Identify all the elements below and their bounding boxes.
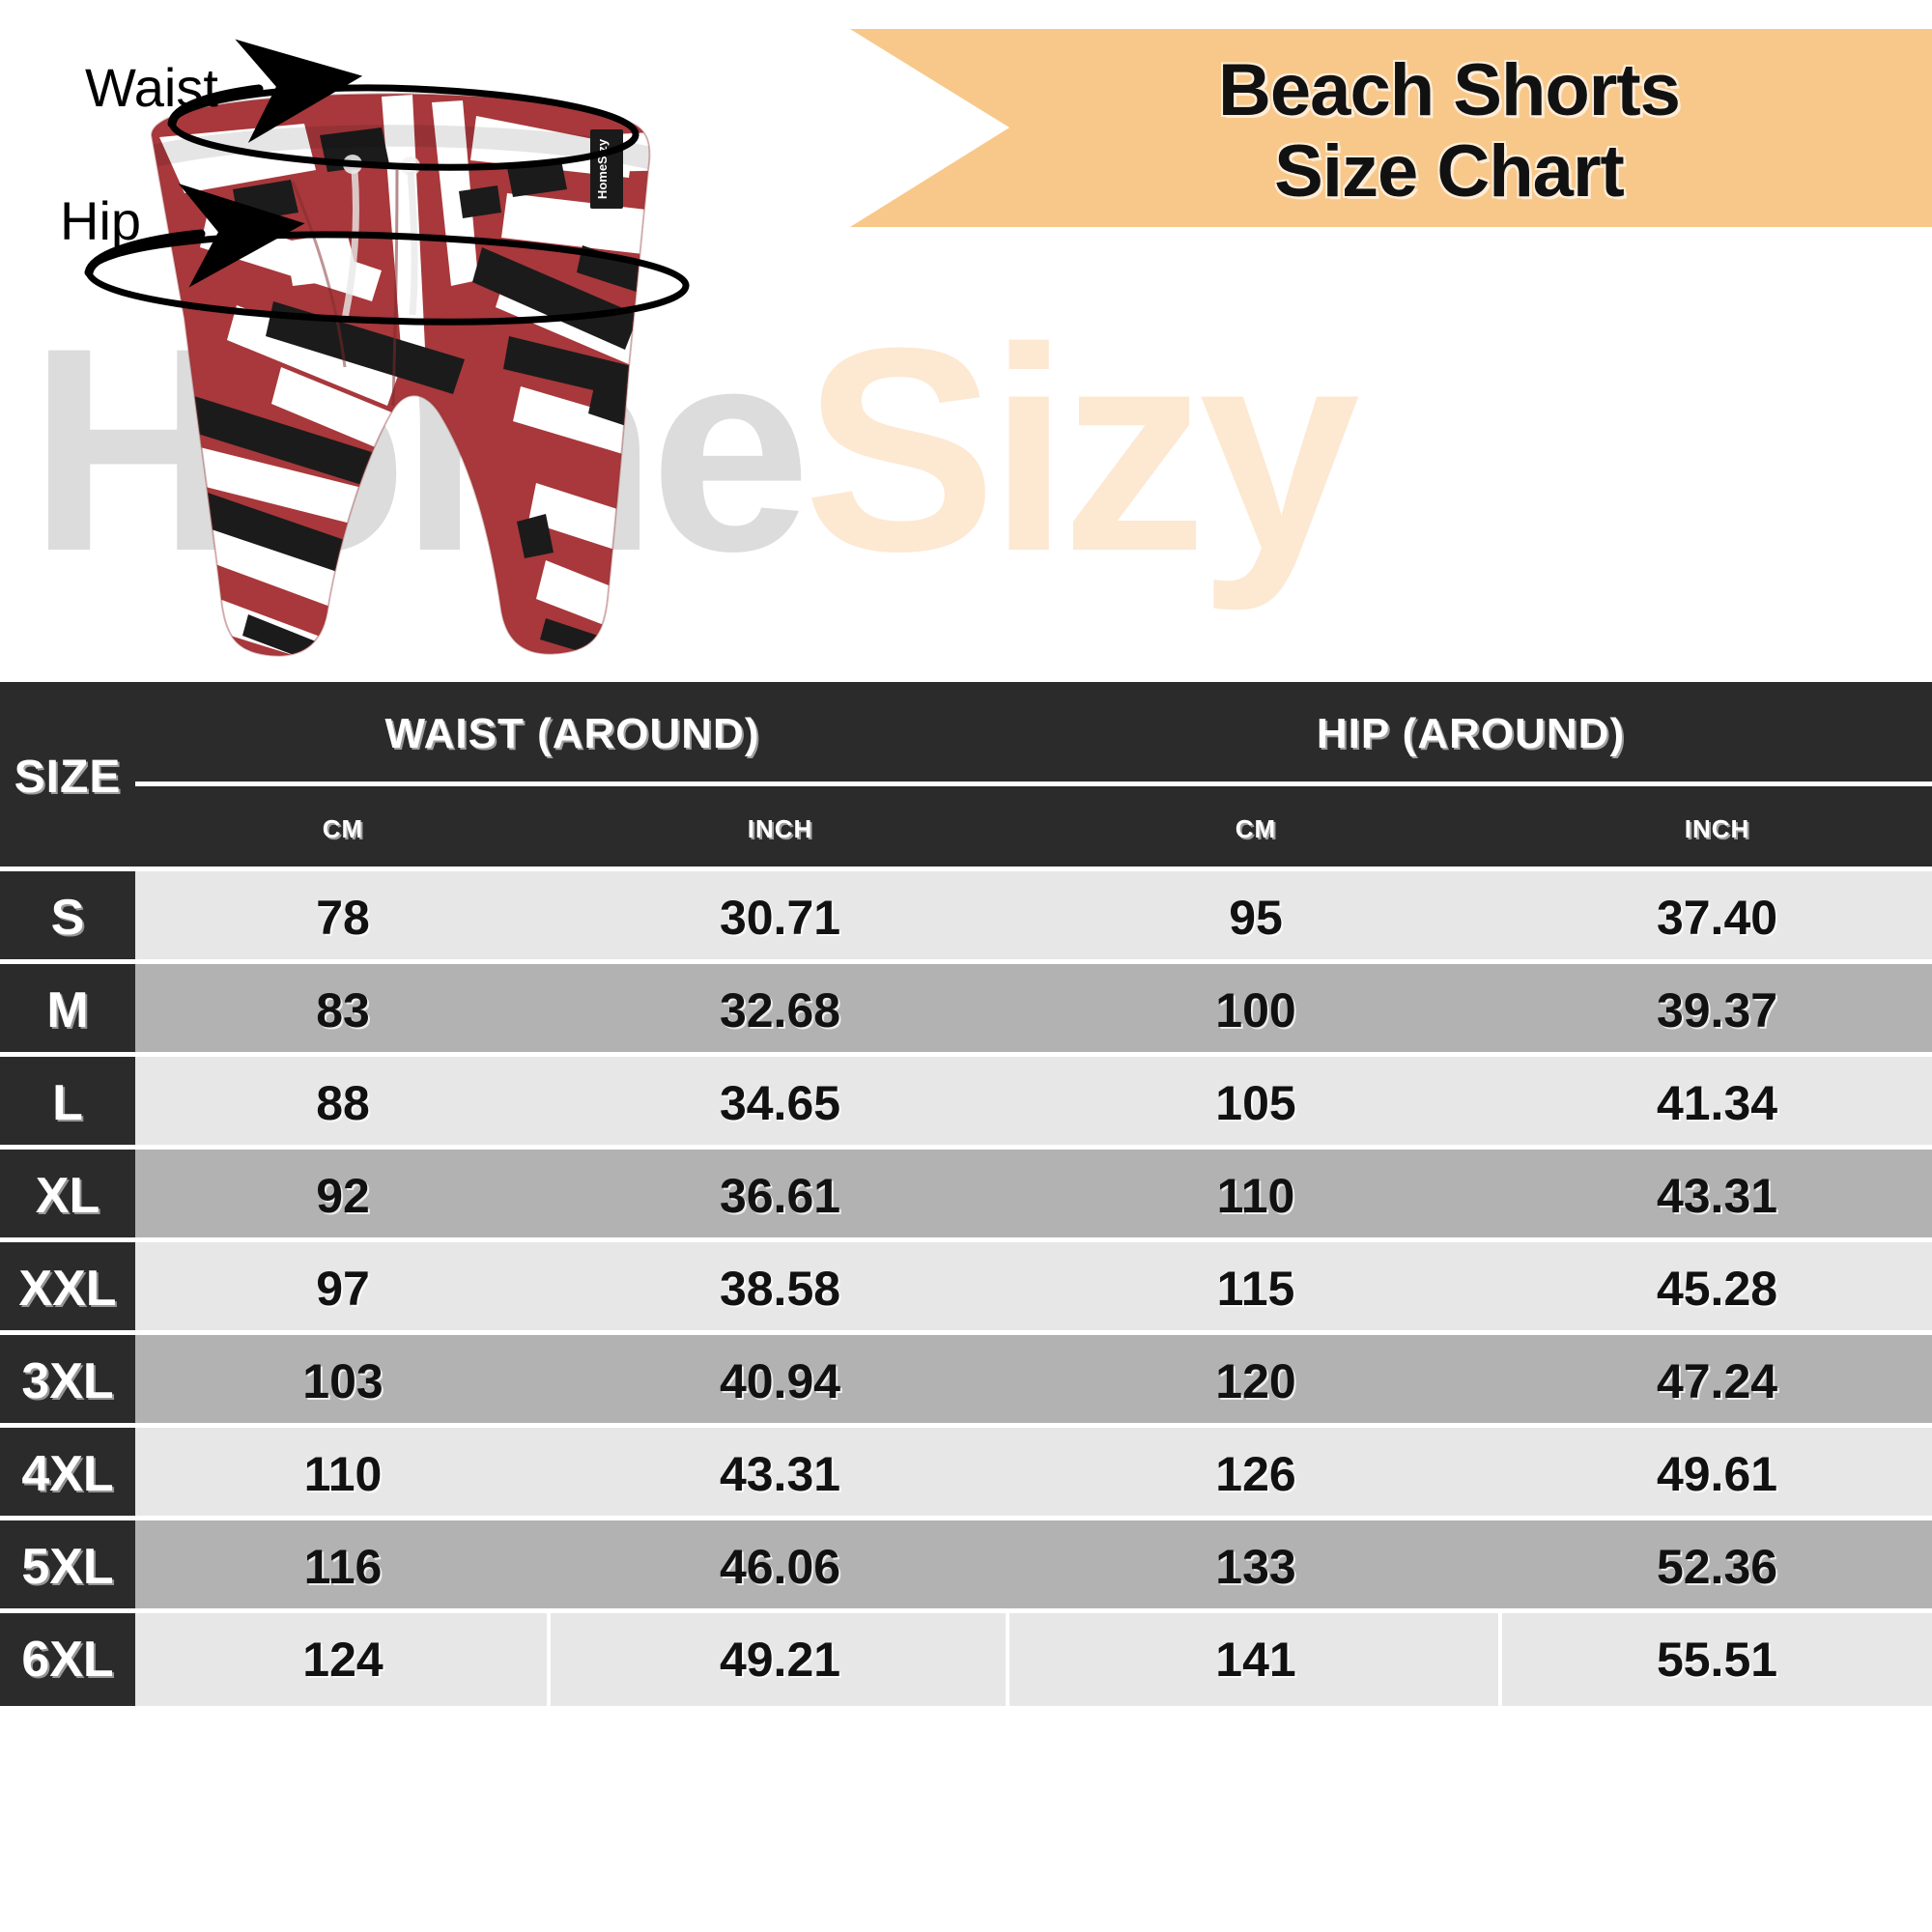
cell-hip-cm: 105 [1009, 1057, 1502, 1150]
cell-size: XXL [0, 1242, 135, 1335]
table-row: L 88 34.65 105 41.34 [0, 1057, 1932, 1150]
cell-waist-inch: 34.65 [551, 1057, 1009, 1150]
title-banner: Beach Shorts Size Chart [850, 29, 1932, 227]
header-row-groups: SIZE WAIST (AROUND) HIP (AROUND) [0, 682, 1932, 871]
table-body: S 78 30.71 95 37.40 M 83 32.68 100 39.37… [0, 871, 1932, 1706]
cell-size: 4XL [0, 1428, 135, 1520]
cell-waist-cm: 88 [135, 1057, 551, 1150]
svg-text:HomeSizy: HomeSizy [595, 138, 610, 199]
col-header-waist-inch: INCH [551, 786, 1009, 871]
col-header-hip-cm: CM [1009, 786, 1502, 871]
cell-waist-inch: 43.31 [551, 1428, 1009, 1520]
table-row: XL 92 36.61 110 43.31 [0, 1150, 1932, 1242]
col-header-hip: HIP (AROUND) [1009, 682, 1932, 786]
cell-hip-cm: 126 [1009, 1428, 1502, 1520]
cell-hip-cm: 133 [1009, 1520, 1502, 1613]
cell-size: L [0, 1057, 135, 1150]
table-row: M 83 32.68 100 39.37 [0, 964, 1932, 1057]
col-header-waist: WAIST (AROUND) [135, 682, 1009, 786]
cell-waist-cm: 83 [135, 964, 551, 1057]
table-row: XXL 97 38.58 115 45.28 [0, 1242, 1932, 1335]
size-chart-table: SIZE WAIST (AROUND) HIP (AROUND) CM INCH… [0, 682, 1932, 1706]
cell-waist-inch: 38.58 [551, 1242, 1009, 1335]
table-row: S 78 30.71 95 37.40 [0, 871, 1932, 964]
cell-hip-cm: 100 [1009, 964, 1502, 1057]
cell-waist-cm: 78 [135, 871, 551, 964]
waist-label: Waist [85, 57, 218, 118]
cell-size: S [0, 871, 135, 964]
cell-waist-cm: 124 [135, 1613, 551, 1706]
cell-hip-inch: 47.24 [1502, 1335, 1932, 1428]
cell-waist-inch: 32.68 [551, 964, 1009, 1057]
cell-size: M [0, 964, 135, 1057]
title-line-1: Beach Shorts [1218, 49, 1681, 131]
cell-hip-cm: 95 [1009, 871, 1502, 964]
cell-waist-inch: 30.71 [551, 871, 1009, 964]
product-photo-beach-shorts: HomeSizy [92, 77, 710, 676]
cell-hip-inch: 52.36 [1502, 1520, 1932, 1613]
cell-waist-cm: 110 [135, 1428, 551, 1520]
cell-size: 6XL [0, 1613, 135, 1706]
cell-size: 5XL [0, 1520, 135, 1613]
cell-hip-cm: 110 [1009, 1150, 1502, 1242]
cell-size: 3XL [0, 1335, 135, 1428]
col-header-size: SIZE [0, 682, 135, 871]
brand-tag: HomeSizy [590, 129, 623, 209]
cell-waist-cm: 92 [135, 1150, 551, 1242]
cell-hip-inch: 41.34 [1502, 1057, 1932, 1150]
cell-waist-cm: 103 [135, 1335, 551, 1428]
cell-hip-cm: 141 [1009, 1613, 1502, 1706]
cell-waist-inch: 49.21 [551, 1613, 1009, 1706]
page-title: Beach Shorts Size Chart [985, 50, 1913, 213]
table-row: 3XL 103 40.94 120 47.24 [0, 1335, 1932, 1428]
cell-hip-cm: 115 [1009, 1242, 1502, 1335]
cell-hip-inch: 37.40 [1502, 871, 1932, 964]
col-header-waist-cm: CM [135, 786, 551, 871]
cell-size: XL [0, 1150, 135, 1242]
cell-waist-inch: 46.06 [551, 1520, 1009, 1613]
col-header-hip-inch: INCH [1502, 786, 1932, 871]
table-head: SIZE WAIST (AROUND) HIP (AROUND) CM INCH… [0, 682, 1932, 871]
cell-waist-inch: 40.94 [551, 1335, 1009, 1428]
title-line-2: Size Chart [1274, 130, 1625, 213]
shorts-illustration: HomeSizy [150, 93, 651, 657]
hip-label: Hip [60, 190, 142, 251]
cell-hip-inch: 45.28 [1502, 1242, 1932, 1335]
cell-hip-cm: 120 [1009, 1335, 1502, 1428]
cell-hip-inch: 39.37 [1502, 964, 1932, 1057]
cell-hip-inch: 55.51 [1502, 1613, 1932, 1706]
cell-waist-cm: 116 [135, 1520, 551, 1613]
cell-hip-inch: 49.61 [1502, 1428, 1932, 1520]
watermark-part-sizy: Sizy [803, 287, 1360, 611]
cell-hip-inch: 43.31 [1502, 1150, 1932, 1242]
table-row: 4XL 110 43.31 126 49.61 [0, 1428, 1932, 1520]
table-row: 6XL 124 49.21 141 55.51 [0, 1613, 1932, 1706]
table-row: 5XL 116 46.06 133 52.36 [0, 1520, 1932, 1613]
cell-waist-cm: 97 [135, 1242, 551, 1335]
header-row-units: CM INCH CM INCH [0, 786, 1932, 871]
cell-waist-inch: 36.61 [551, 1150, 1009, 1242]
